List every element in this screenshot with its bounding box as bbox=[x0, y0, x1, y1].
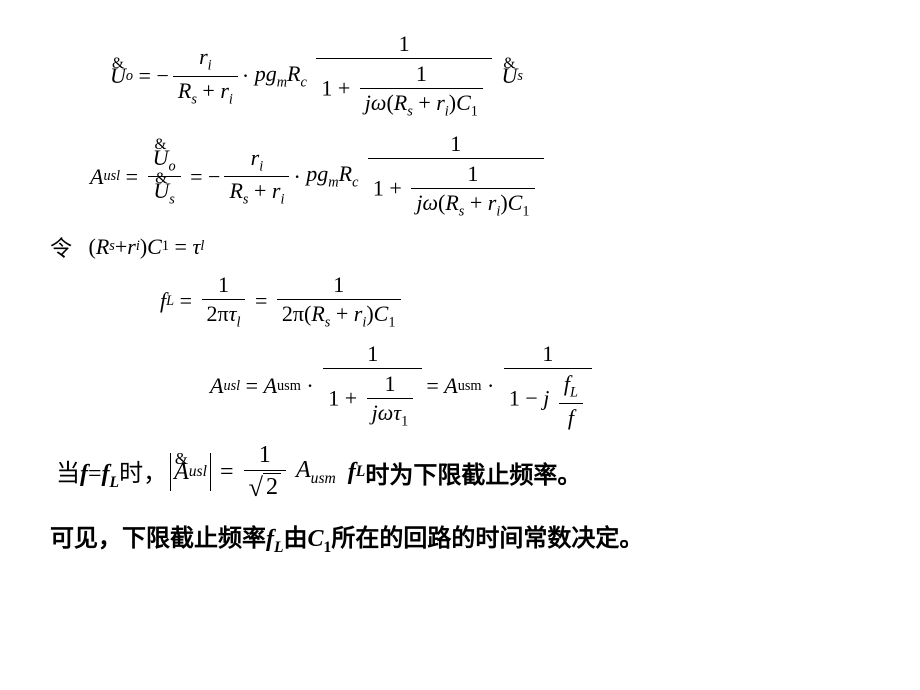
equation-ausl: Ausl = Uo Us = − ri Rs + ri · pgmRc 1 1 … bbox=[90, 130, 870, 222]
abs-ausl: Ausl bbox=[167, 453, 214, 491]
var-us: U bbox=[501, 63, 517, 89]
frac-big-1: 1 1 + 1 jω(Rs + ri)C1 bbox=[316, 30, 492, 122]
equation-fl: fL = 1 2πτl = 1 2π(Rs + ri)C1 bbox=[160, 271, 870, 332]
text-when-f-equals-fl: 当f=fL时， Ausl = 1 √2 Ausm fL时为下限截止频率。 bbox=[50, 441, 870, 504]
var-uo: U bbox=[110, 63, 126, 89]
frac-ri-rs: ri Rs + ri bbox=[173, 43, 238, 109]
frac-uo-us: Uo Us bbox=[148, 144, 181, 210]
text-conclusion: 可见，下限截止频率fL由C1所在的回路的时间常数决定。 bbox=[50, 518, 870, 557]
equation-ausl-ausm: Ausl = Ausm · 1 1 + 1 jωτ1 = Ausm · 1 1 … bbox=[210, 340, 870, 432]
equation-let-tau: 令 (Rs + ri)C1 = τl bbox=[50, 231, 870, 263]
equation-uo: Uo = − ri Rs + ri · pgmRc 1 1 + 1 jω(Rs … bbox=[110, 30, 870, 122]
